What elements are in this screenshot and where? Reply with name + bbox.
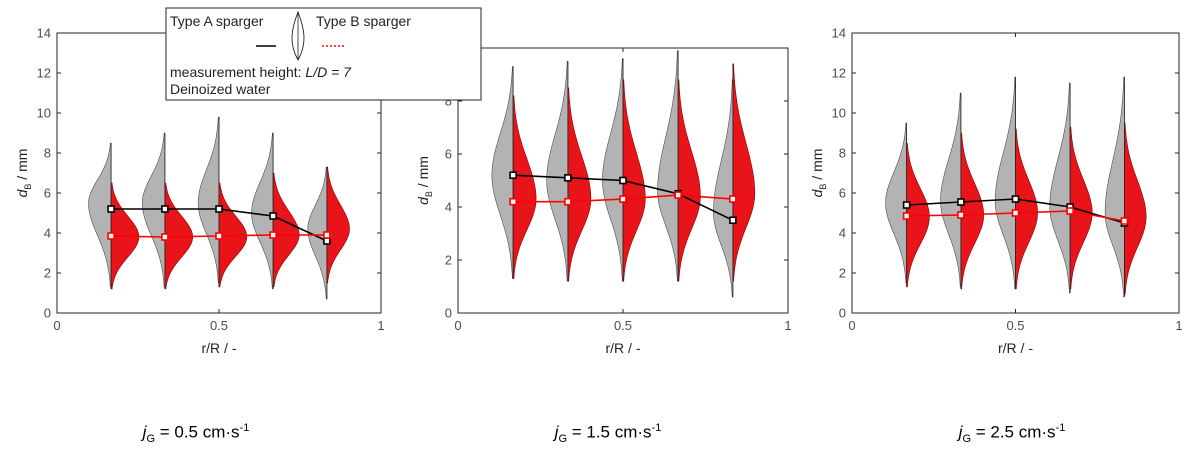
violin-type-a [713, 79, 734, 298]
y-tick-label: 0 [839, 306, 846, 321]
x-tick-label: 0 [848, 318, 855, 333]
violin-type-b [960, 132, 985, 290]
y-tick-label: 2 [445, 253, 452, 268]
y-tick-label: 4 [445, 200, 452, 215]
violin-type-b [272, 172, 300, 288]
x-axis-label: r/R / - [998, 340, 1033, 356]
legend-type-a-label: Type A sparger [170, 13, 264, 29]
mean-marker-type-a [729, 216, 737, 225]
mean-marker-type-b [674, 191, 682, 199]
x-axis-label: r/R / - [202, 340, 237, 356]
violin-type-a [940, 92, 962, 288]
mean-marker-type-b [564, 197, 572, 206]
violin-type-b [1124, 122, 1147, 296]
y-axis-label: dB / mm [415, 156, 434, 205]
violin-type-a [994, 76, 1016, 290]
y-tick-label: 8 [839, 146, 846, 161]
violin-type-a [885, 122, 907, 284]
legend-water-label: Deinoized water [170, 81, 271, 97]
mean-marker-type-a [902, 201, 911, 209]
y-tick-label: 2 [44, 266, 51, 281]
y-tick-label: 0 [445, 306, 452, 321]
mean-marker-type-b [269, 231, 277, 239]
violin-type-a [251, 132, 274, 290]
violin-type-b [567, 87, 592, 282]
mean-marker-type-b [957, 211, 965, 219]
mean-marker-type-b [729, 195, 737, 203]
mean-marker-type-b [107, 232, 115, 240]
chart-panel-2: 0 2 4 6 8 0 0.5 1 r/R / - dB / mm [415, 47, 792, 356]
y-tick-label: 10 [832, 106, 846, 121]
mean-marker-type-a [107, 205, 115, 213]
violin-type-a [491, 66, 514, 279]
mean-marker-type-b [509, 197, 517, 206]
mean-marker-type-b [323, 231, 331, 239]
mean-marker-type-a [619, 176, 627, 185]
violin-type-b [732, 63, 756, 282]
x-tick-label: 1 [377, 318, 384, 333]
x-tick-label: 0 [53, 318, 60, 333]
legend-height-label: measurement height: L/D = 7 [170, 64, 352, 80]
violin-type-a [88, 142, 112, 288]
violin-type-a [546, 60, 569, 282]
mean-marker-type-a [957, 198, 965, 206]
y-tick-label: 8 [445, 94, 452, 109]
x-tick-label: 0.5 [614, 318, 632, 333]
x-tick-label: 1 [784, 318, 791, 333]
violin-type-a [1104, 76, 1125, 298]
caption-panel-3: jG = 2.5 cm·s-1 [958, 422, 1066, 446]
y-tick-label: 8 [44, 146, 51, 161]
mean-marker-type-a [161, 205, 169, 213]
violin-type-a [197, 116, 220, 284]
y-tick-label: 10 [37, 106, 51, 121]
x-tick-label: 0.5 [210, 318, 228, 333]
violin-type-a [657, 50, 679, 282]
mean-marker-type-b [1066, 207, 1074, 215]
x-tick-label: 0.5 [1006, 318, 1024, 333]
mean-marker-type-a [269, 212, 277, 220]
mean-marker-type-b [1011, 209, 1020, 217]
legend-type-b-label: Type B sparger [316, 13, 411, 29]
y-tick-label: 6 [445, 147, 452, 162]
mean-marker-type-b [1120, 217, 1129, 225]
x-tick-label: 1 [1175, 318, 1182, 333]
mean-marker-type-a [1011, 195, 1020, 203]
chart-panel-3: 0 2 4 6 8 10 12 14 0 0.5 1 r/R / - dB / mm [809, 26, 1183, 357]
y-tick-label: 14 [832, 26, 846, 41]
y-tick-label: 0 [44, 306, 51, 321]
x-axis-label: r/R / - [606, 340, 641, 356]
y-tick-label: 14 [37, 26, 51, 41]
y-axis-label: dB / mm [14, 149, 33, 198]
mean-marker-type-b [902, 212, 911, 220]
violin-type-a [1049, 82, 1071, 294]
y-axis-label: dB / mm [809, 149, 828, 198]
legend-box [165, 7, 482, 101]
y-tick-label: 4 [44, 226, 51, 241]
violin-type-b [1015, 128, 1038, 290]
mean-marker-type-a [215, 205, 223, 213]
mean-marker-type-b [215, 232, 223, 240]
violin-type-b [677, 79, 701, 282]
caption-panel-2: jG = 1.5 cm·s-1 [554, 422, 662, 446]
y-tick-label: 4 [839, 226, 846, 241]
violin-type-b [326, 166, 350, 284]
mean-marker-type-a [564, 174, 572, 182]
legend: Type A sparger Type B sparger measurement … [165, 7, 482, 101]
mean-marker-type-b [619, 195, 627, 203]
y-tick-label: 12 [37, 66, 51, 81]
mean-marker-type-a [323, 237, 331, 245]
caption-panel-1: jG = 0.5 cm·s-1 [142, 422, 250, 446]
y-tick-label: 12 [832, 66, 846, 81]
violin-type-a [602, 58, 624, 282]
y-tick-label: 2 [839, 266, 846, 281]
x-tick-label: 0 [454, 318, 461, 333]
mean-marker-type-b [161, 233, 169, 241]
y-tick-label: 6 [839, 186, 846, 201]
violin-type-b [1069, 126, 1093, 290]
violin-type-b [622, 79, 646, 282]
y-tick-label: 6 [44, 186, 51, 201]
mean-marker-type-a [509, 171, 517, 179]
violin-type-b [512, 95, 537, 279]
